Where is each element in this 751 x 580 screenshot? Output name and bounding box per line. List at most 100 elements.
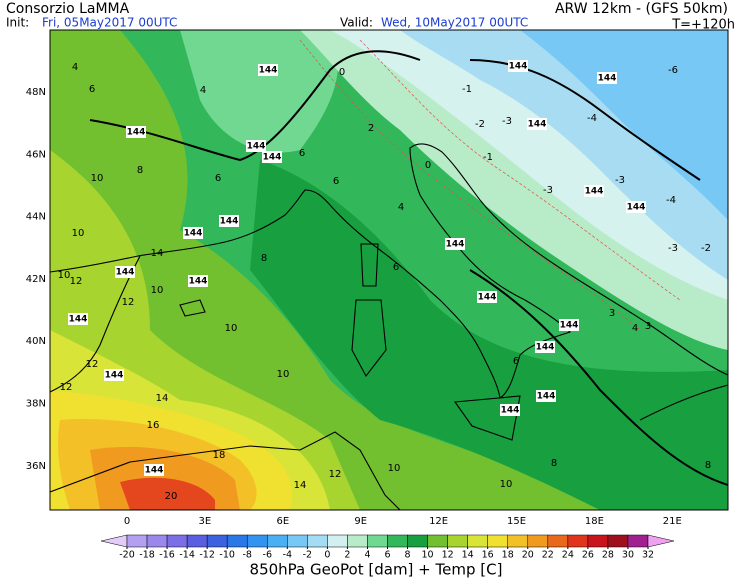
- colorbar-bin: [307, 534, 328, 548]
- colorbar-bin: [267, 534, 288, 548]
- contour-label: 144: [189, 277, 208, 287]
- colorbar-label: 6: [384, 550, 390, 561]
- colorbar-bin: [327, 534, 348, 548]
- colorbar-label: -6: [263, 550, 272, 561]
- colorbar-bin: [527, 534, 549, 548]
- contour-label: -1: [462, 84, 472, 95]
- colorbar-label: -14: [179, 550, 195, 561]
- init-time: Fri, 05May2017 00UTC: [42, 16, 177, 30]
- colorbar-bin: [607, 534, 629, 548]
- contour-label: 10: [91, 173, 104, 184]
- contour-label: 4: [632, 323, 638, 334]
- init-label: Init:: [6, 16, 29, 30]
- colorbar-label: 10: [422, 550, 434, 561]
- label-box: [626, 201, 646, 213]
- contour-label: 144: [220, 217, 239, 227]
- contour-label: 144: [69, 315, 88, 325]
- contour-label: -2: [475, 119, 485, 130]
- colorbar-label: 0: [324, 550, 330, 561]
- contour-label: 10: [388, 463, 401, 474]
- model: ARW 12km - (GFS 50km): [555, 1, 728, 17]
- contour-label: 144: [116, 268, 135, 278]
- contour-label: 144: [501, 406, 520, 416]
- colorbar-bin: [186, 534, 208, 548]
- lat-label: 36N: [26, 461, 46, 472]
- lat-label: 42N: [26, 274, 46, 285]
- colorbar-bin: [567, 534, 589, 548]
- colorbar-label: 8: [405, 550, 411, 561]
- colorbar-bin: [126, 534, 148, 548]
- contour-label: -3: [502, 116, 512, 127]
- contour-label: 10: [277, 369, 290, 380]
- caption: 850hPa GeoPot [dam] + Temp [C]: [250, 561, 503, 579]
- label-box: [445, 238, 465, 250]
- lat-label: 38N: [26, 399, 46, 410]
- label-box: [527, 118, 547, 130]
- label-box: [584, 185, 604, 197]
- valid-time: Wed, 10May2017 00UTC: [381, 16, 528, 30]
- contour-label: 144: [598, 74, 617, 84]
- contour-label: -3: [543, 185, 553, 196]
- contour-label: 2: [368, 123, 374, 134]
- contour-label: 4: [200, 85, 206, 96]
- contour-label: 12: [70, 276, 83, 287]
- contour-label: 18: [213, 450, 226, 461]
- colorbar-label: 24: [562, 550, 574, 561]
- contour-label: 6: [299, 148, 305, 159]
- contour-label: 10: [225, 323, 238, 334]
- colorbar-bin: [407, 534, 428, 548]
- label-box: [535, 341, 555, 353]
- label-box: [115, 266, 135, 278]
- lon-label: 0: [124, 516, 130, 527]
- label-box: [597, 72, 617, 84]
- contour-label: 144: [536, 343, 555, 353]
- contour-label: 144: [184, 229, 203, 239]
- contour-label: 20: [165, 491, 178, 502]
- label-box: [258, 64, 278, 76]
- colorbar-label: 16: [482, 550, 494, 561]
- colorbar-bin: [166, 534, 188, 548]
- contour-label: 144: [263, 153, 282, 163]
- colorbar-label: -18: [139, 550, 155, 561]
- contour-label: 10: [500, 479, 513, 490]
- colorbar-label: 14: [462, 550, 474, 561]
- colorbar-label: 28: [602, 550, 614, 561]
- colorbar-label: 32: [642, 550, 654, 561]
- title: Consorzio LaMMA: [6, 1, 130, 17]
- lat-label: 46N: [26, 149, 46, 160]
- contour-label: -4: [587, 113, 597, 124]
- label-box: [144, 464, 164, 476]
- label-box: [246, 140, 266, 152]
- contour-label: 8: [705, 460, 711, 471]
- colorbar-label: 4: [364, 550, 370, 561]
- contour-label: 14: [294, 480, 307, 491]
- colorbar-bin: [287, 534, 308, 548]
- colorbar-label: -8: [242, 550, 251, 561]
- colorbar-label: -10: [219, 550, 235, 561]
- contour-label: 6: [89, 84, 95, 95]
- colorbar-bin: [627, 534, 649, 548]
- label-box: [477, 291, 497, 303]
- colorbar-bin: [206, 534, 228, 548]
- label-box: [262, 151, 282, 163]
- label-box: [536, 390, 556, 402]
- contour-label: 3: [645, 321, 651, 332]
- contour-label: 144: [560, 321, 579, 331]
- contour-label: 144: [145, 466, 164, 476]
- contour-label: 14: [151, 248, 164, 259]
- colorbar-label: 20: [522, 550, 534, 561]
- lon-label: 3E: [199, 516, 212, 527]
- contour-label: 4: [398, 202, 404, 213]
- contour-label: 6: [513, 356, 519, 367]
- colorbar-bin: [246, 534, 268, 548]
- colorbar-bin: [226, 534, 248, 548]
- contour-label: 6: [393, 262, 399, 273]
- colorbar-bin: [447, 534, 468, 548]
- contour-label: 8: [261, 253, 267, 264]
- contour-label: 4: [72, 62, 78, 73]
- contour-label: 12: [60, 382, 73, 393]
- contour-label: -1: [483, 152, 493, 163]
